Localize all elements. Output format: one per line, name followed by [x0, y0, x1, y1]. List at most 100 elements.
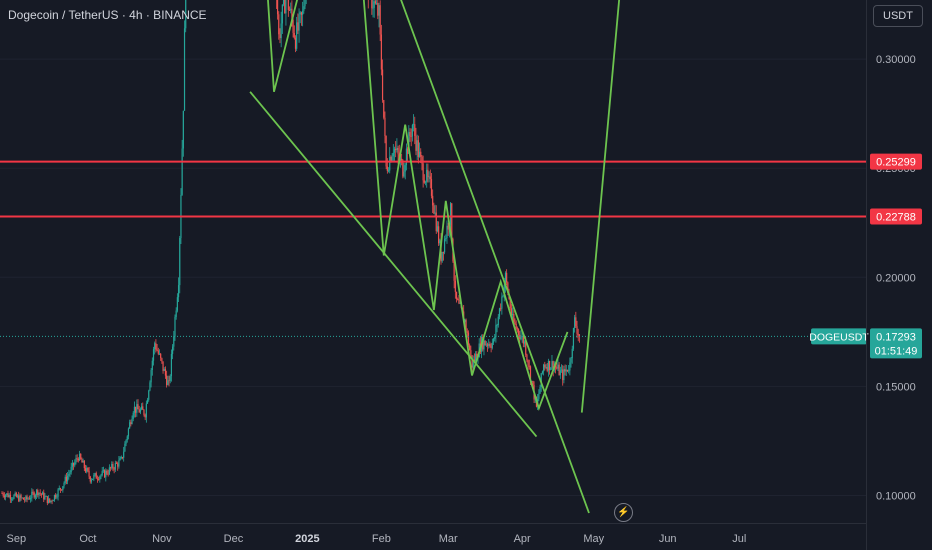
candle-body [498, 308, 501, 317]
candle-body [439, 240, 441, 244]
candle-body [423, 180, 425, 183]
candle-body [145, 403, 147, 418]
zigzag-wave-line [267, 0, 569, 412]
candle-body [426, 169, 428, 182]
horizontal-levels [0, 160, 866, 337]
candle-body [69, 472, 71, 475]
candle-body [78, 453, 81, 461]
candle-body [543, 364, 545, 372]
candle-body [377, 3, 379, 16]
candle-body [13, 495, 15, 499]
candle-body [510, 308, 513, 316]
candle-body [156, 349, 158, 351]
candle-body [455, 291, 458, 299]
candle-body [526, 354, 528, 361]
candle-body [140, 406, 143, 410]
candle-body [115, 463, 118, 464]
candle-body [57, 489, 59, 497]
candle-body [105, 470, 107, 478]
candle-body [181, 148, 183, 195]
candle-body [544, 364, 546, 368]
candle-body [9, 494, 11, 500]
candle-body [574, 317, 576, 329]
candle-body [494, 337, 496, 339]
candle-body [385, 135, 387, 167]
candle-body [119, 458, 121, 461]
currency-button[interactable]: USDT [873, 5, 923, 27]
candle-body [554, 366, 557, 368]
candle-body [80, 453, 82, 459]
candle-body [447, 225, 449, 230]
x-tick-label: Dec [224, 533, 244, 545]
candle-body [96, 478, 99, 480]
candle-body [371, 0, 373, 9]
candle-body [411, 124, 413, 137]
candle-body [387, 170, 390, 172]
candle-body [428, 176, 430, 178]
candle-body [167, 380, 169, 385]
candle-body [171, 346, 174, 354]
candle-body [380, 34, 382, 70]
candle-body [284, 0, 286, 14]
candle-body [500, 308, 502, 310]
candle-body [562, 369, 564, 381]
candle-body [492, 338, 495, 343]
falling-wedge-lower-line [249, 91, 538, 438]
candle-body [52, 500, 54, 502]
candle-body [81, 458, 83, 463]
candle-body [451, 203, 453, 240]
candle-body [61, 489, 63, 491]
x-tick-label: May [583, 533, 604, 545]
candle-body [100, 474, 102, 477]
candle-body [89, 476, 91, 482]
candle-body [392, 152, 394, 157]
candle-body [126, 436, 128, 441]
candle-body [111, 463, 113, 469]
candle-body [412, 124, 415, 126]
candle-body [469, 345, 471, 351]
candle-body [476, 353, 478, 359]
candle-body [28, 498, 31, 500]
y-tick-label: 0.20000 [876, 272, 916, 284]
candle-body [168, 380, 170, 382]
candle-body [485, 344, 487, 346]
candle-body [125, 440, 127, 444]
candle-body [94, 473, 96, 475]
candle-body [3, 495, 5, 498]
candle-body [433, 205, 435, 214]
candle-body [297, 22, 299, 31]
candle-body [27, 498, 29, 500]
candle-body [33, 492, 35, 498]
candle-body [99, 476, 101, 480]
candle-body [38, 492, 40, 496]
candle-body [497, 316, 499, 326]
candle-body [458, 299, 460, 304]
candle-body [108, 467, 110, 474]
candle-body [109, 467, 112, 469]
candle-body [389, 156, 391, 171]
candle-body [532, 381, 534, 385]
candle-body [472, 359, 474, 368]
candle-body [10, 498, 13, 500]
candle-body [49, 498, 51, 503]
candle-body [123, 451, 125, 458]
candle-body [489, 343, 491, 347]
candle-body [418, 151, 421, 157]
candle-body [569, 362, 571, 371]
candle-body [372, 7, 374, 9]
candle-body [559, 370, 561, 376]
candle-body [157, 350, 159, 354]
candle-body [98, 479, 100, 480]
candle-body [538, 393, 540, 399]
candle-body [495, 325, 497, 338]
candle-body [173, 336, 175, 347]
candle-body [46, 496, 48, 504]
candle-body [407, 148, 409, 154]
lightning-icon[interactable]: ⚡ [614, 503, 633, 522]
candle-body [92, 478, 94, 480]
candle-body [449, 203, 452, 225]
x-tick-label: 2025 [295, 533, 319, 545]
candle-body [571, 348, 573, 359]
candle-body [442, 251, 445, 253]
